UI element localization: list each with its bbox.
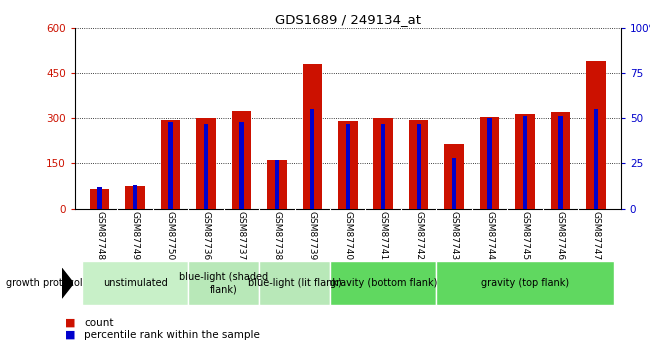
Bar — [125, 186, 145, 209]
Text: blue-light (lit flank): blue-light (lit flank) — [248, 278, 341, 288]
Text: gravity (bottom flank): gravity (bottom flank) — [330, 278, 437, 288]
Bar — [133, 185, 137, 209]
Bar — [98, 187, 101, 209]
Bar — [196, 118, 216, 209]
Text: GSM87750: GSM87750 — [166, 211, 175, 261]
Text: GSM87749: GSM87749 — [131, 211, 140, 260]
Text: GSM87740: GSM87740 — [343, 211, 352, 260]
Text: GSM87739: GSM87739 — [308, 211, 317, 261]
Bar — [82, 261, 188, 305]
Text: count: count — [84, 318, 114, 327]
Bar — [302, 64, 322, 209]
Text: GSM87744: GSM87744 — [485, 211, 494, 260]
Bar — [558, 116, 563, 209]
Bar — [310, 109, 315, 209]
Bar — [90, 189, 109, 209]
Text: GSM87736: GSM87736 — [202, 211, 211, 261]
Bar — [523, 116, 527, 209]
Text: GSM87737: GSM87737 — [237, 211, 246, 261]
Text: GSM87741: GSM87741 — [379, 211, 387, 260]
Text: GSM87745: GSM87745 — [521, 211, 530, 260]
Bar — [239, 122, 244, 209]
Text: unstimulated: unstimulated — [103, 278, 168, 288]
Text: GSM87746: GSM87746 — [556, 211, 565, 260]
Bar — [168, 122, 173, 209]
Text: ■: ■ — [65, 330, 75, 339]
Bar — [374, 118, 393, 209]
Bar — [409, 120, 428, 209]
Bar — [267, 160, 287, 209]
Text: GSM87747: GSM87747 — [592, 211, 601, 260]
Bar — [338, 121, 358, 209]
Bar — [452, 158, 456, 209]
Text: growth protocol: growth protocol — [6, 278, 83, 288]
Bar — [417, 124, 421, 209]
Text: blue-light (shaded
flank): blue-light (shaded flank) — [179, 273, 268, 294]
Bar — [445, 144, 464, 209]
Bar — [436, 261, 614, 305]
Bar — [330, 261, 436, 305]
Bar — [231, 111, 251, 209]
Bar — [488, 118, 491, 209]
Bar — [515, 114, 535, 209]
Text: GSM87738: GSM87738 — [272, 211, 281, 261]
Bar — [346, 124, 350, 209]
Title: GDS1689 / 249134_at: GDS1689 / 249134_at — [275, 13, 421, 27]
Text: percentile rank within the sample: percentile rank within the sample — [84, 330, 261, 339]
Bar — [188, 261, 259, 305]
Text: ■: ■ — [65, 318, 75, 327]
Text: gravity (top flank): gravity (top flank) — [481, 278, 569, 288]
Polygon shape — [62, 268, 73, 298]
Bar — [161, 120, 180, 209]
Bar — [204, 124, 208, 209]
Text: GSM87742: GSM87742 — [414, 211, 423, 260]
Bar — [275, 160, 279, 209]
Bar — [594, 109, 598, 209]
Bar — [381, 124, 385, 209]
Bar — [480, 117, 499, 209]
Bar — [259, 261, 330, 305]
Text: GSM87743: GSM87743 — [450, 211, 459, 260]
Bar — [586, 61, 606, 209]
Bar — [551, 112, 570, 209]
Text: GSM87748: GSM87748 — [95, 211, 104, 260]
